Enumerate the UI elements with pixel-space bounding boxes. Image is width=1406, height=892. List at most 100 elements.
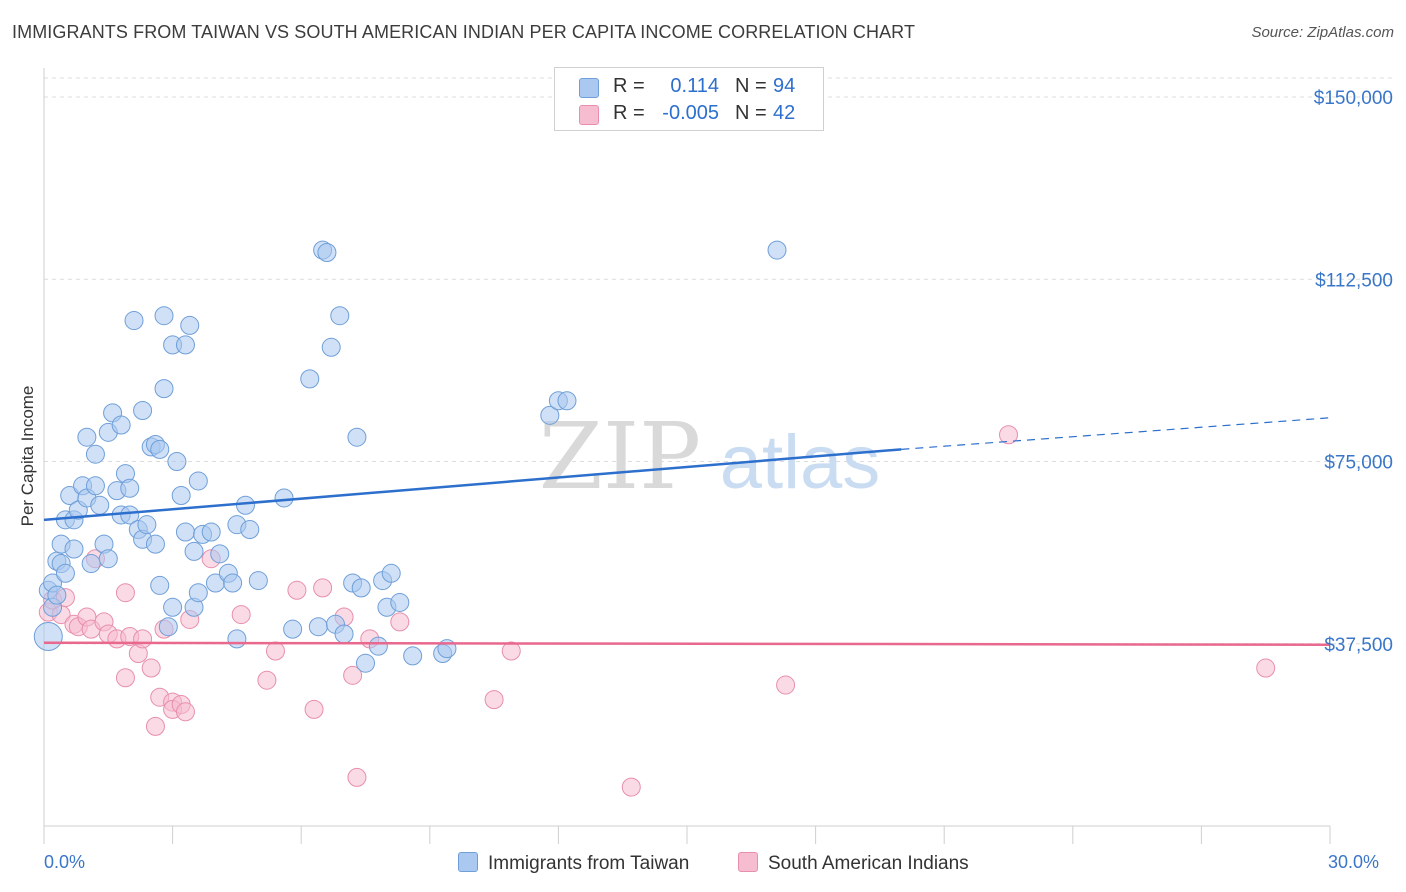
legend-row-taiwan: R = 0.114 N = 94	[555, 74, 823, 100]
data-point-immigrants-from-taiwan	[111, 415, 131, 435]
legend-label-taiwan: Immigrants from Taiwan	[488, 853, 690, 874]
correlation-legend: R = 0.114 N = 94 R = -0.005 N = 42	[554, 67, 824, 131]
data-point-immigrants-from-taiwan	[158, 617, 178, 637]
data-point-south-american-indians	[343, 665, 363, 685]
data-point-immigrants-from-taiwan	[175, 335, 195, 355]
data-point-immigrants-from-taiwan	[175, 522, 195, 542]
legend-item-south-american-indians: South American Indians	[738, 852, 969, 875]
data-point-immigrants-from-taiwan	[227, 629, 247, 649]
legend-r-value: 0.114	[670, 75, 719, 97]
data-point-immigrants-from-taiwan	[150, 439, 170, 459]
data-point-south-american-indians	[133, 629, 153, 649]
legend-r-value: -0.005	[662, 102, 719, 124]
data-point-south-american-indians	[175, 702, 195, 722]
data-point-immigrants-from-taiwan	[120, 505, 140, 525]
data-point-immigrants-from-taiwan	[85, 476, 105, 496]
legend-row-south-american-indians: R = -0.005 N = 42	[555, 101, 823, 127]
data-point-south-american-indians	[304, 699, 324, 719]
grid-lines	[44, 77, 1395, 645]
data-point-immigrants-from-taiwan	[171, 486, 191, 506]
data-point-immigrants-from-taiwan	[321, 337, 341, 357]
legend-r-label: R =	[613, 102, 645, 124]
data-point-south-american-indians	[1256, 658, 1276, 678]
data-point-immigrants-from-taiwan	[47, 585, 67, 605]
data-point-immigrants-from-taiwan	[248, 571, 268, 591]
series-immigrants-from-taiwan-points	[33, 240, 787, 673]
y-tick-label: $112,500	[1315, 270, 1393, 291]
data-point-south-american-indians	[115, 668, 135, 688]
data-point-immigrants-from-taiwan	[145, 534, 165, 554]
trend-line-south-american-indians	[43, 641, 1331, 646]
data-point-immigrants-from-taiwan	[334, 624, 354, 644]
legend-swatch-south-american-indians	[738, 852, 758, 872]
data-point-immigrants-from-taiwan	[81, 554, 101, 574]
legend-r-label: R =	[613, 75, 645, 97]
data-point-immigrants-from-taiwan	[163, 597, 183, 617]
legend-n-label: N =	[735, 75, 767, 97]
legend-swatch-taiwan	[458, 852, 478, 872]
legend-n-label: N =	[735, 102, 767, 124]
data-point-immigrants-from-taiwan	[300, 369, 320, 389]
data-point-immigrants-from-taiwan	[137, 515, 157, 535]
data-point-immigrants-from-taiwan	[308, 617, 328, 637]
data-point-immigrants-from-taiwan	[64, 539, 84, 559]
data-point-south-american-indians	[141, 658, 161, 678]
data-point-immigrants-from-taiwan	[274, 488, 294, 508]
trend-lines	[43, 417, 1331, 646]
data-point-south-american-indians	[621, 777, 641, 797]
data-point-immigrants-from-taiwan	[356, 653, 375, 673]
source-note: Source: ZipAtlas.com	[1251, 24, 1394, 41]
data-point-south-american-indians	[313, 578, 333, 598]
legend-item-taiwan: Immigrants from Taiwan	[458, 852, 689, 875]
watermark-zip: ZIP	[539, 403, 701, 510]
data-point-immigrants-from-taiwan	[90, 495, 110, 515]
data-point-immigrants-from-taiwan	[77, 427, 97, 447]
legend-n-value: 42	[773, 102, 796, 124]
data-point-immigrants-from-taiwan	[557, 391, 577, 411]
y-tick-label: $75,000	[1324, 453, 1393, 474]
data-point-immigrants-from-taiwan	[124, 311, 144, 331]
data-point-south-american-indians	[265, 641, 285, 661]
x-tick-label-max: 30.0%	[1328, 852, 1380, 872]
data-point-south-american-indians	[776, 675, 796, 695]
chart-title: IMMIGRANTS FROM TAIWAN VS SOUTH AMERICAN…	[12, 22, 916, 42]
data-point-south-american-indians	[347, 767, 367, 787]
data-point-immigrants-from-taiwan	[330, 306, 350, 326]
data-point-immigrants-from-taiwan	[351, 578, 371, 598]
data-point-south-american-indians	[145, 716, 165, 736]
data-point-immigrants-from-taiwan	[368, 636, 388, 656]
legend-swatch-south-american-indians	[579, 105, 599, 125]
data-point-immigrants-from-taiwan	[154, 306, 174, 326]
data-point-immigrants-from-taiwan	[210, 544, 230, 564]
x-tick-label-min: 0.0%	[44, 852, 86, 872]
data-point-immigrants-from-taiwan	[85, 444, 105, 464]
data-point-immigrants-from-taiwan	[767, 240, 787, 260]
data-point-immigrants-from-taiwan	[223, 573, 243, 593]
data-point-immigrants-from-taiwan	[120, 478, 140, 498]
legend-n-value: 94	[773, 75, 796, 97]
data-point-south-american-indians	[501, 641, 521, 661]
y-tick-label: $150,000	[1314, 88, 1393, 109]
trend-line-taiwan-extension	[901, 417, 1331, 450]
data-point-south-american-indians	[257, 670, 277, 690]
data-point-south-american-indians	[231, 605, 251, 625]
data-point-immigrants-from-taiwan	[55, 563, 75, 583]
data-point-immigrants-from-taiwan	[390, 592, 410, 612]
y-tick-label: $37,500	[1324, 635, 1393, 656]
legend-swatch-taiwan	[579, 78, 599, 98]
trend-line-taiwan	[43, 448, 902, 522]
data-point-immigrants-from-taiwan	[167, 452, 187, 471]
data-point-south-american-indians	[115, 583, 135, 603]
data-point-immigrants-from-taiwan	[98, 549, 118, 569]
data-point-immigrants-from-taiwan	[201, 522, 221, 542]
y-tick-labels: $37,500 $75,000 $112,500 $150,000	[1314, 88, 1393, 656]
data-point-south-american-indians	[390, 612, 410, 632]
data-point-immigrants-from-taiwan	[188, 583, 208, 603]
data-point-immigrants-from-taiwan	[180, 315, 200, 335]
data-point-immigrants-from-taiwan	[347, 427, 367, 447]
data-point-immigrants-from-taiwan	[317, 243, 337, 263]
legend-label-south-american-indians: South American Indians	[768, 853, 969, 874]
data-point-immigrants-from-taiwan	[240, 520, 260, 540]
data-point-immigrants-from-taiwan	[540, 405, 560, 425]
